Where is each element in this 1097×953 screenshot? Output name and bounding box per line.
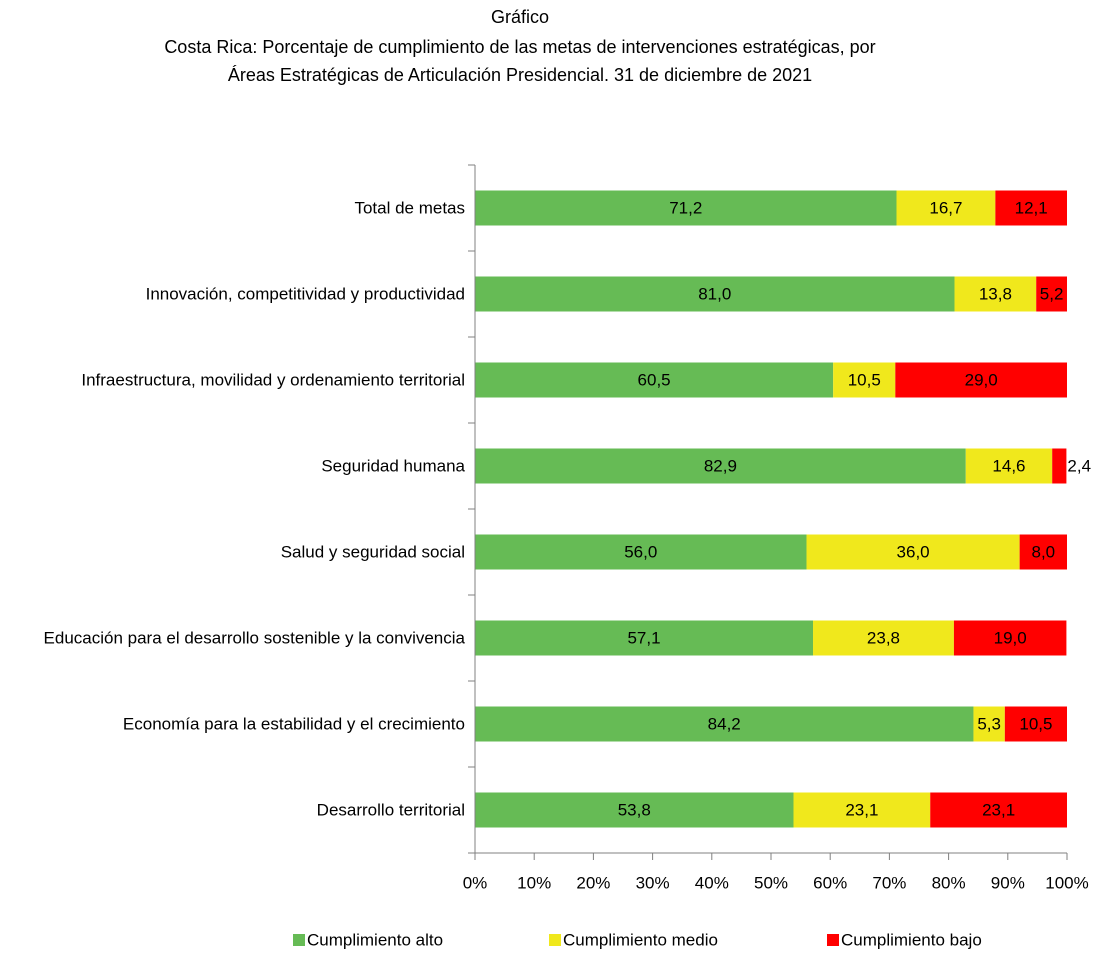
- category-label: Salud y seguridad social: [280, 542, 465, 562]
- category-label: Infraestructura, movilidad y ordenamient…: [81, 370, 465, 390]
- bar-segment: [1036, 276, 1067, 312]
- bar-segment: [895, 362, 1067, 398]
- value-label: 81,0: [698, 284, 731, 303]
- bar-segment: [475, 706, 974, 742]
- x-tick-label: 60%: [813, 873, 847, 892]
- legend-label: Cumplimiento bajo: [841, 930, 982, 949]
- bar-segment: [475, 792, 794, 828]
- bar-segment: [475, 276, 955, 312]
- value-label: 53,8: [618, 800, 651, 819]
- x-tick-label: 10%: [517, 873, 551, 892]
- value-label: 36,0: [897, 542, 930, 561]
- bar-segment: [475, 448, 966, 484]
- value-label: 8,0: [1031, 542, 1055, 561]
- bar-segment: [475, 620, 814, 656]
- bar-segment: [793, 792, 931, 828]
- category-label: Total de metas: [354, 198, 465, 218]
- value-label: 14,6: [992, 456, 1025, 475]
- value-label: 82,9: [704, 456, 737, 475]
- bar-segment: [930, 792, 1067, 828]
- legend-swatch: [549, 934, 561, 946]
- bar-segment: [995, 190, 1067, 226]
- value-label: 2,4: [1067, 456, 1091, 475]
- value-label: 56,0: [624, 542, 657, 561]
- value-label: 71,2: [669, 198, 702, 217]
- bar-segment: [475, 534, 807, 570]
- bar-segment: [1052, 448, 1067, 484]
- value-label: 23,1: [845, 800, 878, 819]
- x-tick-label: 100%: [1045, 873, 1088, 892]
- legend-swatch: [293, 934, 305, 946]
- x-tick-label: 30%: [636, 873, 670, 892]
- value-label: 12,1: [1015, 198, 1048, 217]
- value-label: 29,0: [965, 370, 998, 389]
- bar-segment: [1004, 706, 1067, 742]
- legend-label: Cumplimiento medio: [563, 930, 718, 949]
- value-label: 5,2: [1040, 284, 1064, 303]
- x-tick-label: 50%: [754, 873, 788, 892]
- chart-subtitle: Costa Rica: Porcentaje de cumplimiento d…: [164, 37, 876, 57]
- bar-segment: [954, 276, 1037, 312]
- bar-segment: [1019, 534, 1067, 570]
- category-label: Educación para el desarrollo sostenible …: [43, 628, 465, 648]
- x-tick-label: 20%: [576, 873, 610, 892]
- x-tick-label: 80%: [932, 873, 966, 892]
- chart-subtitle: Áreas Estratégicas de Articulación Presi…: [227, 65, 813, 85]
- value-label: 84,2: [708, 714, 741, 733]
- value-label: 13,8: [979, 284, 1012, 303]
- bar-segment: [833, 362, 896, 398]
- value-label: 10,5: [848, 370, 881, 389]
- x-tick-label: 90%: [991, 873, 1025, 892]
- bar-segment: [813, 620, 954, 656]
- x-tick-label: 70%: [872, 873, 906, 892]
- chart-title: Gráfico: [490, 7, 550, 27]
- bar-segment: [475, 190, 897, 226]
- value-label: 10,5: [1019, 714, 1052, 733]
- category-label: Desarrollo territorial: [316, 800, 465, 820]
- bar-segment: [475, 362, 834, 398]
- value-label: 23,8: [867, 628, 900, 647]
- value-label: 19,0: [994, 628, 1027, 647]
- value-label: 5,3: [977, 714, 1001, 733]
- category-label: Innovación, competitividad y productivid…: [145, 284, 465, 304]
- bar-segment: [973, 706, 1005, 742]
- value-label: 16,7: [929, 198, 962, 217]
- category-label: Economía para la estabilidad y el crecim…: [122, 714, 465, 734]
- value-label: 60,5: [638, 370, 671, 389]
- legend-label: Cumplimiento alto: [307, 930, 443, 949]
- bar-segment: [896, 190, 996, 226]
- x-tick-label: 40%: [695, 873, 729, 892]
- bar-segment: [953, 620, 1067, 656]
- bar-segment: [965, 448, 1053, 484]
- bar-segment: [806, 534, 1020, 570]
- legend-swatch: [827, 934, 839, 946]
- value-label: 57,1: [627, 628, 660, 647]
- value-label: 23,1: [982, 800, 1015, 819]
- category-label: Seguridad humana: [321, 456, 465, 476]
- x-tick-label: 0%: [463, 873, 488, 892]
